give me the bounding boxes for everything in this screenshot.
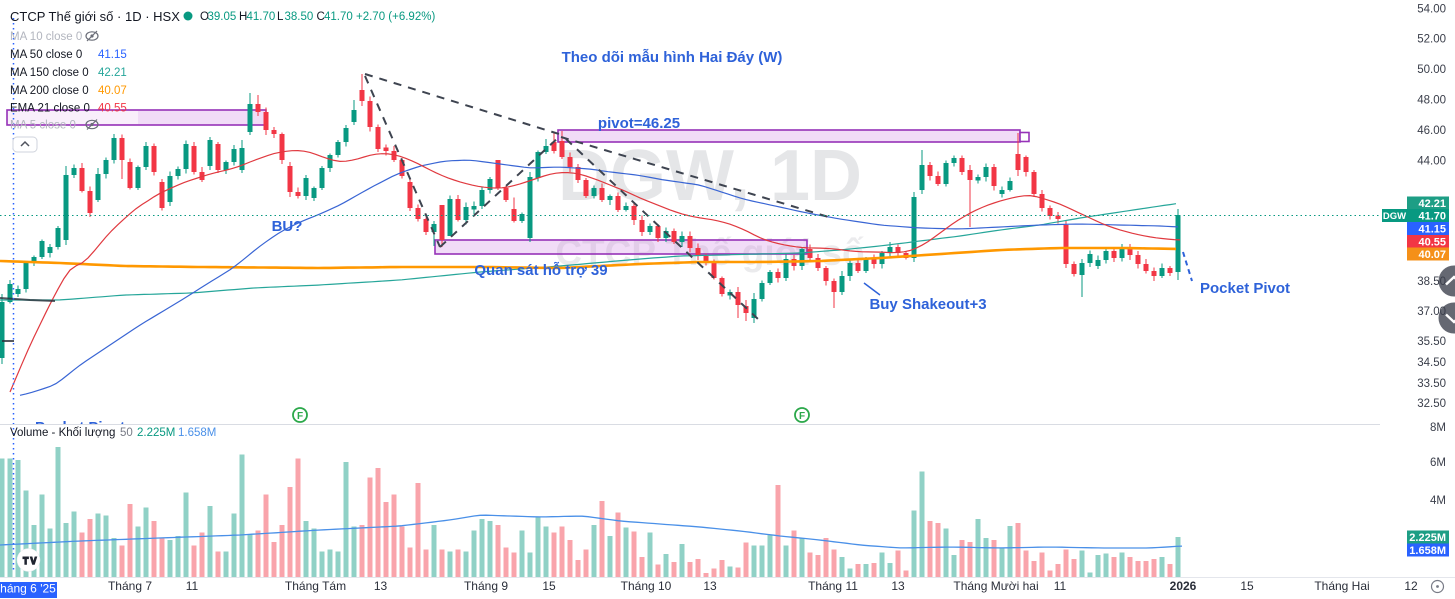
svg-text:11: 11	[186, 579, 199, 593]
svg-text:Tháng Mười hai: Tháng Mười hai	[953, 579, 1038, 593]
svg-text:MA 10 close 0: MA 10 close 0	[10, 31, 82, 43]
svg-text:38.50: 38.50	[285, 11, 314, 23]
svg-text:Theo dõi mẫu hình Hai Đáy (W): Theo dõi mẫu hình Hai Đáy (W)	[562, 49, 783, 66]
svg-text:42.21: 42.21	[1418, 198, 1446, 210]
svg-text:15: 15	[542, 579, 556, 593]
svg-text:Buy Shakeout+3: Buy Shakeout+3	[869, 296, 986, 313]
svg-text:41.70: 41.70	[1418, 211, 1446, 223]
svg-text:33.50: 33.50	[1417, 378, 1446, 390]
svg-text:6M: 6M	[1430, 457, 1446, 469]
svg-text:O: O	[200, 11, 209, 23]
svg-text:L: L	[277, 11, 284, 23]
svg-text:50.00: 50.00	[1417, 64, 1446, 76]
svg-text:Tháng 7: Tháng 7	[108, 579, 152, 593]
svg-text:MA 200 close 0: MA 200 close 0	[10, 85, 89, 97]
svg-text:46.00: 46.00	[1417, 125, 1446, 137]
svg-text:MA 50 close 0: MA 50 close 0	[10, 49, 82, 61]
svg-text:41.70: 41.70	[324, 11, 353, 23]
svg-text:41.15: 41.15	[1418, 224, 1446, 236]
svg-text:39.05: 39.05	[208, 11, 237, 23]
svg-text:44.00: 44.00	[1417, 156, 1446, 168]
svg-text:11: 11	[1054, 579, 1067, 593]
svg-text:F: F	[799, 411, 805, 422]
svg-text:Tháng Hai: Tháng Hai	[1314, 579, 1369, 593]
svg-text:Pocket Pivot: Pocket Pivot	[1200, 280, 1290, 297]
svg-text:H: H	[239, 11, 247, 23]
svg-text:2.225M: 2.225M	[1409, 532, 1446, 544]
svg-text:48.00: 48.00	[1417, 95, 1446, 107]
svg-text:Pocket Pivot: Pocket Pivot	[35, 419, 125, 436]
svg-text:12: 12	[1404, 579, 1418, 593]
svg-text:Tháng 9: Tháng 9	[464, 579, 508, 593]
svg-text:1.658M: 1.658M	[178, 427, 216, 439]
svg-text:Tháng Tám: Tháng Tám	[285, 579, 346, 593]
svg-text:34.50: 34.50	[1417, 357, 1446, 369]
svg-text:32.50: 32.50	[1417, 398, 1446, 410]
svg-text:pivot=46.25: pivot=46.25	[598, 115, 680, 132]
svg-text:BU?: BU?	[272, 218, 303, 235]
svg-text:40.55: 40.55	[98, 103, 127, 115]
svg-text:F: F	[297, 411, 303, 422]
svg-text:8M: 8M	[1430, 422, 1446, 434]
svg-text:háng 6 '25: háng 6 '25	[0, 582, 56, 596]
svg-text:35.50: 35.50	[1417, 336, 1446, 348]
svg-text:Tháng 10: Tháng 10	[621, 579, 672, 593]
svg-text:41.15: 41.15	[98, 49, 127, 61]
svg-text:Quan sát hỗ trợ 39: Quan sát hỗ trợ 39	[474, 262, 607, 279]
svg-text:2.225M: 2.225M	[137, 427, 175, 439]
svg-text:DGW: DGW	[1383, 211, 1406, 222]
svg-text:1.658M: 1.658M	[1409, 545, 1446, 557]
svg-text:MA 150 close 0: MA 150 close 0	[10, 67, 89, 79]
svg-text:Volume - Khối lượng: Volume - Khối lượng	[10, 427, 115, 439]
svg-text:2026: 2026	[1170, 579, 1197, 593]
svg-text:15: 15	[1240, 579, 1254, 593]
svg-text:MA 5 close 0: MA 5 close 0	[10, 120, 76, 132]
svg-text:+2.70 (+6.92%): +2.70 (+6.92%)	[356, 11, 435, 23]
svg-text:13: 13	[891, 579, 905, 593]
svg-text:40.07: 40.07	[98, 85, 127, 97]
svg-text:40.55: 40.55	[1418, 237, 1446, 249]
svg-text:EMA 21 close 0: EMA 21 close 0	[10, 103, 90, 115]
svg-text:13: 13	[703, 579, 717, 593]
svg-text:C: C	[317, 11, 325, 23]
svg-text:50: 50	[120, 427, 133, 439]
svg-text:4M: 4M	[1430, 495, 1446, 507]
svg-text:CTCP Thế giới số · 1D · HSX: CTCP Thế giới số · 1D · HSX	[10, 9, 180, 24]
svg-text:52.00: 52.00	[1417, 34, 1446, 46]
svg-text:40.07: 40.07	[1418, 249, 1446, 261]
svg-text:42.21: 42.21	[98, 67, 127, 79]
svg-text:54.00: 54.00	[1417, 4, 1446, 16]
svg-text:DGW, 1D: DGW, 1D	[558, 136, 862, 216]
svg-text:13: 13	[374, 579, 388, 593]
svg-text:Tháng 11: Tháng 11	[808, 579, 858, 593]
svg-text:41.70: 41.70	[247, 11, 276, 23]
